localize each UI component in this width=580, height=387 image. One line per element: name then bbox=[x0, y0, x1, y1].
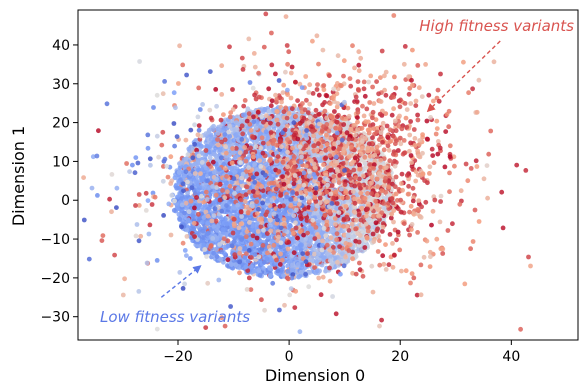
data-point bbox=[287, 222, 293, 228]
data-point bbox=[223, 181, 229, 186]
data-point bbox=[211, 224, 217, 229]
data-point bbox=[235, 186, 241, 192]
data-point bbox=[183, 195, 189, 201]
data-point bbox=[211, 151, 217, 157]
data-point bbox=[196, 203, 202, 209]
points-layer bbox=[81, 11, 533, 335]
data-point bbox=[332, 255, 338, 261]
data-point bbox=[281, 273, 286, 278]
data-point bbox=[252, 268, 257, 274]
data-point bbox=[192, 161, 198, 167]
data-point bbox=[182, 210, 187, 216]
data-point bbox=[236, 255, 242, 261]
data-point bbox=[232, 169, 238, 175]
data-point bbox=[186, 218, 192, 224]
data-point bbox=[190, 213, 196, 219]
data-point bbox=[195, 187, 201, 193]
data-point bbox=[242, 245, 248, 251]
data-point bbox=[245, 258, 251, 264]
data-point bbox=[363, 161, 368, 167]
data-point bbox=[186, 146, 192, 152]
data-point bbox=[245, 268, 251, 273]
data-point bbox=[294, 246, 300, 251]
data-point bbox=[311, 251, 317, 257]
data-point bbox=[278, 197, 284, 203]
data-point bbox=[232, 205, 238, 211]
data-point bbox=[345, 233, 351, 238]
data-point bbox=[237, 250, 243, 256]
data-point bbox=[243, 264, 249, 270]
data-point bbox=[200, 150, 206, 156]
data-point bbox=[261, 194, 267, 200]
data-point bbox=[285, 269, 291, 274]
data-point bbox=[316, 156, 321, 162]
data-point bbox=[194, 147, 200, 153]
data-point bbox=[217, 147, 223, 153]
data-point bbox=[203, 131, 209, 137]
data-point bbox=[176, 170, 182, 175]
data-point bbox=[174, 185, 180, 191]
data-point bbox=[340, 200, 346, 205]
data-point bbox=[299, 242, 304, 248]
data-point bbox=[334, 205, 339, 211]
data-point bbox=[231, 239, 237, 245]
data-point bbox=[256, 267, 262, 273]
data-point bbox=[229, 166, 235, 171]
data-point bbox=[250, 223, 255, 229]
data-point bbox=[303, 242, 308, 247]
data-point bbox=[316, 251, 321, 257]
data-point bbox=[358, 190, 364, 196]
data-point bbox=[260, 188, 266, 194]
data-point bbox=[207, 155, 213, 161]
data-point bbox=[204, 231, 210, 237]
data-point bbox=[194, 179, 200, 185]
data-point bbox=[200, 228, 206, 234]
data-point bbox=[249, 264, 254, 269]
data-point bbox=[242, 255, 248, 260]
data-point bbox=[248, 215, 253, 221]
data-point bbox=[199, 219, 205, 225]
data-point bbox=[262, 107, 268, 112]
data-point bbox=[298, 269, 304, 275]
data-point bbox=[233, 262, 239, 268]
data-point bbox=[307, 270, 313, 275]
data-point bbox=[268, 273, 273, 278]
data-point bbox=[210, 159, 216, 165]
data-point bbox=[184, 227, 190, 233]
data-point bbox=[285, 252, 290, 258]
data-point bbox=[260, 265, 266, 271]
data-point bbox=[327, 258, 333, 263]
data-point bbox=[175, 194, 180, 200]
data-point bbox=[233, 132, 239, 138]
data-point bbox=[266, 109, 272, 114]
data-point bbox=[289, 267, 295, 273]
data-point bbox=[266, 165, 272, 171]
data-point bbox=[239, 237, 245, 242]
data-point bbox=[211, 123, 217, 129]
data-point bbox=[244, 240, 249, 245]
